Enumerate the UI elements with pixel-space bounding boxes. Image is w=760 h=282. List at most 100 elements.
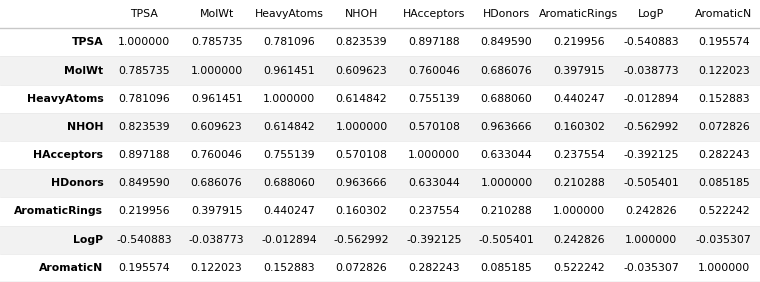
Text: -0.035307: -0.035307 bbox=[623, 263, 679, 273]
Text: NHOH: NHOH bbox=[67, 122, 103, 132]
Text: 1.000000: 1.000000 bbox=[625, 235, 677, 245]
Text: 0.760046: 0.760046 bbox=[408, 65, 460, 76]
Bar bbox=[0, 28, 760, 56]
Text: 0.614842: 0.614842 bbox=[263, 122, 315, 132]
Text: 0.755139: 0.755139 bbox=[408, 94, 460, 104]
Text: TPSA: TPSA bbox=[71, 37, 103, 47]
Text: 1.000000: 1.000000 bbox=[263, 94, 315, 104]
Text: 0.160302: 0.160302 bbox=[336, 206, 388, 217]
Text: -0.540883: -0.540883 bbox=[116, 235, 172, 245]
Text: 0.522242: 0.522242 bbox=[553, 263, 605, 273]
Text: 0.686076: 0.686076 bbox=[480, 65, 532, 76]
Text: 0.219956: 0.219956 bbox=[119, 206, 170, 217]
Text: 0.755139: 0.755139 bbox=[263, 150, 315, 160]
Text: 0.961451: 0.961451 bbox=[263, 65, 315, 76]
Text: 0.961451: 0.961451 bbox=[191, 94, 242, 104]
Text: MolWt: MolWt bbox=[199, 9, 234, 19]
Text: 1.000000: 1.000000 bbox=[191, 65, 242, 76]
Text: TPSA: TPSA bbox=[130, 9, 158, 19]
Bar bbox=[0, 113, 760, 141]
Text: AromaticRings: AromaticRings bbox=[540, 9, 619, 19]
Text: 0.849590: 0.849590 bbox=[480, 37, 532, 47]
Text: AromaticN: AromaticN bbox=[39, 263, 103, 273]
Text: 0.609623: 0.609623 bbox=[191, 122, 242, 132]
Text: 0.897188: 0.897188 bbox=[119, 150, 170, 160]
Text: 0.152883: 0.152883 bbox=[698, 94, 749, 104]
Text: 0.785735: 0.785735 bbox=[119, 65, 170, 76]
Text: -0.505401: -0.505401 bbox=[479, 235, 534, 245]
Text: 0.781096: 0.781096 bbox=[119, 94, 170, 104]
Text: 0.085185: 0.085185 bbox=[480, 263, 532, 273]
Text: 0.570108: 0.570108 bbox=[408, 122, 460, 132]
Text: 0.823539: 0.823539 bbox=[119, 122, 170, 132]
Text: HAcceptors: HAcceptors bbox=[33, 150, 103, 160]
Text: 0.570108: 0.570108 bbox=[336, 150, 388, 160]
Text: HDonors: HDonors bbox=[483, 9, 530, 19]
Text: HAcceptors: HAcceptors bbox=[403, 9, 465, 19]
Text: NHOH: NHOH bbox=[345, 9, 378, 19]
Text: 0.282243: 0.282243 bbox=[698, 150, 749, 160]
Text: 0.210288: 0.210288 bbox=[480, 206, 532, 217]
Text: 0.397915: 0.397915 bbox=[191, 206, 242, 217]
Text: HDonors: HDonors bbox=[51, 178, 103, 188]
Text: 0.282243: 0.282243 bbox=[408, 263, 460, 273]
Text: 0.242826: 0.242826 bbox=[625, 206, 677, 217]
Text: 0.785735: 0.785735 bbox=[191, 37, 242, 47]
Text: 0.897188: 0.897188 bbox=[408, 37, 460, 47]
Text: 0.614842: 0.614842 bbox=[336, 94, 388, 104]
Text: 0.633044: 0.633044 bbox=[408, 178, 460, 188]
Text: 1.000000: 1.000000 bbox=[118, 37, 170, 47]
Text: 0.963666: 0.963666 bbox=[336, 178, 388, 188]
Text: 0.688060: 0.688060 bbox=[263, 178, 315, 188]
Text: -0.562992: -0.562992 bbox=[623, 122, 679, 132]
Text: AromaticRings: AromaticRings bbox=[14, 206, 103, 217]
Text: 0.122023: 0.122023 bbox=[698, 65, 749, 76]
Text: 0.210288: 0.210288 bbox=[553, 178, 605, 188]
Text: -0.540883: -0.540883 bbox=[623, 37, 679, 47]
Text: 1.000000: 1.000000 bbox=[408, 150, 460, 160]
Text: -0.012894: -0.012894 bbox=[261, 235, 317, 245]
Text: 0.963666: 0.963666 bbox=[480, 122, 532, 132]
Text: 0.072826: 0.072826 bbox=[698, 122, 749, 132]
Text: -0.392125: -0.392125 bbox=[406, 235, 462, 245]
Text: 0.688060: 0.688060 bbox=[480, 94, 532, 104]
Text: 0.152883: 0.152883 bbox=[263, 263, 315, 273]
Text: 0.237554: 0.237554 bbox=[553, 150, 605, 160]
Text: -0.012894: -0.012894 bbox=[623, 94, 679, 104]
Text: 0.760046: 0.760046 bbox=[191, 150, 242, 160]
Text: 0.633044: 0.633044 bbox=[480, 150, 532, 160]
Text: 0.522242: 0.522242 bbox=[698, 206, 749, 217]
Text: 0.781096: 0.781096 bbox=[263, 37, 315, 47]
Text: 0.686076: 0.686076 bbox=[191, 178, 242, 188]
Text: -0.392125: -0.392125 bbox=[623, 150, 679, 160]
Text: 0.440247: 0.440247 bbox=[263, 206, 315, 217]
Text: 0.195574: 0.195574 bbox=[119, 263, 170, 273]
Text: 1.000000: 1.000000 bbox=[698, 263, 750, 273]
Text: 1.000000: 1.000000 bbox=[335, 122, 388, 132]
Text: 0.397915: 0.397915 bbox=[553, 65, 605, 76]
Bar bbox=[0, 169, 760, 197]
Text: HeavyAtoms: HeavyAtoms bbox=[27, 94, 103, 104]
Text: 0.072826: 0.072826 bbox=[336, 263, 388, 273]
Bar bbox=[0, 85, 760, 113]
Text: LogP: LogP bbox=[73, 235, 103, 245]
Text: -0.038773: -0.038773 bbox=[623, 65, 679, 76]
Text: -0.038773: -0.038773 bbox=[188, 235, 245, 245]
Text: 0.823539: 0.823539 bbox=[336, 37, 388, 47]
Bar bbox=[0, 254, 760, 282]
Bar bbox=[0, 56, 760, 85]
Text: 0.085185: 0.085185 bbox=[698, 178, 749, 188]
Bar bbox=[0, 0, 760, 28]
Bar bbox=[0, 197, 760, 226]
Text: 0.242826: 0.242826 bbox=[553, 235, 605, 245]
Text: 0.160302: 0.160302 bbox=[553, 122, 605, 132]
Text: MolWt: MolWt bbox=[65, 65, 103, 76]
Bar bbox=[0, 226, 760, 254]
Text: -0.562992: -0.562992 bbox=[334, 235, 389, 245]
Text: 0.219956: 0.219956 bbox=[553, 37, 605, 47]
Bar bbox=[0, 141, 760, 169]
Text: 0.237554: 0.237554 bbox=[408, 206, 460, 217]
Text: 1.000000: 1.000000 bbox=[480, 178, 533, 188]
Text: 0.195574: 0.195574 bbox=[698, 37, 749, 47]
Text: -0.505401: -0.505401 bbox=[623, 178, 679, 188]
